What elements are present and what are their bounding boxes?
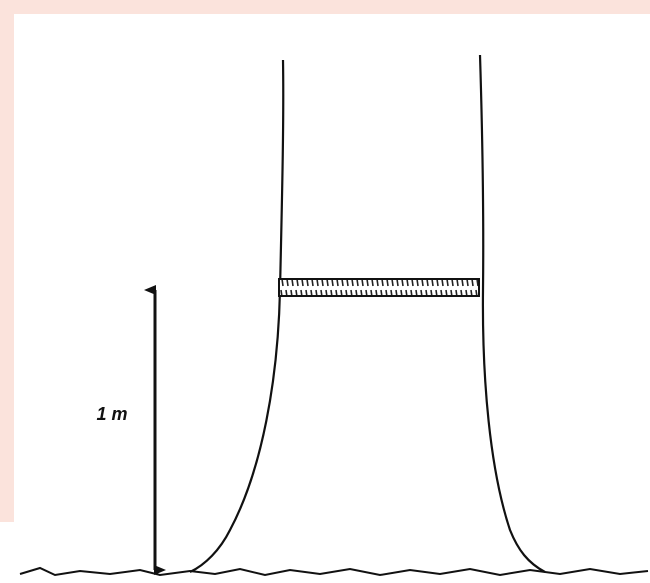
trunk-right-edge: [478, 54, 546, 573]
ground-line: [19, 566, 649, 577]
height-label: 1 m: [96, 404, 127, 424]
top-border: [0, 0, 650, 14]
left-border: [0, 0, 14, 522]
trunk-left-edge: [189, 59, 285, 573]
trunk-band: [278, 278, 480, 297]
